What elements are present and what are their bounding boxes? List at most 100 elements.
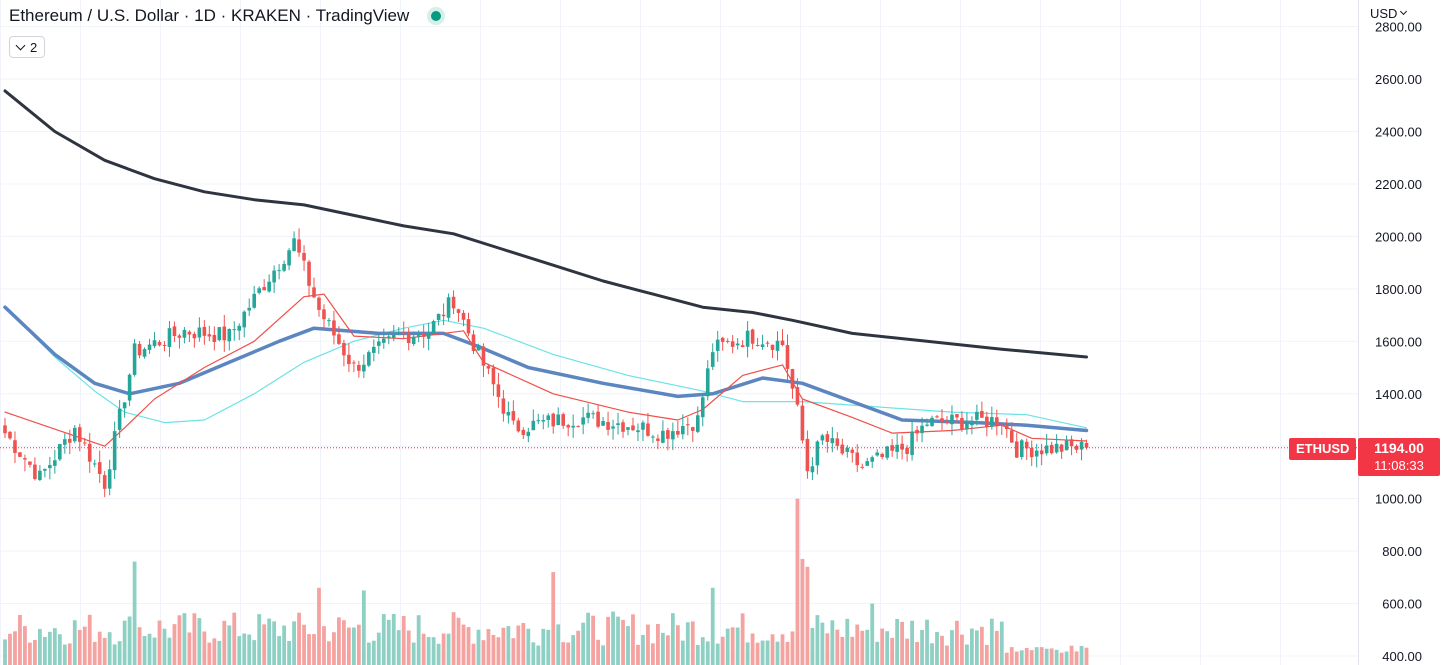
- candle: [177, 333, 182, 349]
- volume-bar: [591, 615, 596, 665]
- candle: [666, 427, 670, 451]
- candle: [491, 364, 496, 396]
- candle: [411, 331, 416, 347]
- candle: [1059, 443, 1064, 459]
- volume-bar: [476, 629, 481, 665]
- candle: [137, 341, 142, 359]
- candle: [995, 409, 999, 436]
- candle: [3, 417, 7, 438]
- candle: [506, 401, 511, 424]
- volume-bar: [506, 626, 511, 665]
- candle: [461, 310, 466, 327]
- candle: [401, 321, 406, 339]
- volume-bar: [800, 558, 805, 665]
- currency-selector[interactable]: USD: [1370, 6, 1408, 21]
- candle: [381, 328, 386, 349]
- volume-bars: [3, 498, 1089, 665]
- candle: [920, 417, 924, 443]
- volume-bar: [725, 628, 730, 665]
- candle: [710, 343, 715, 370]
- price-scale[interactable]: 2800.00 2600.00 2400.00 2200.00 2000.00 1800.…: [1375, 20, 1422, 664]
- candle: [760, 334, 765, 350]
- candle: [476, 343, 481, 351]
- volume-bar: [1014, 651, 1019, 665]
- volume-bar: [1024, 647, 1029, 665]
- candle: [681, 414, 685, 440]
- candle: [48, 456, 52, 480]
- volume-bar: [755, 642, 760, 665]
- price-tick-label: 2600.00: [1375, 72, 1422, 87]
- candle: [202, 320, 207, 345]
- volume-bar: [785, 642, 790, 665]
- candle: [686, 417, 690, 436]
- volume-bar: [42, 636, 47, 665]
- volume-bar: [421, 633, 426, 665]
- candle: [740, 340, 745, 348]
- candle: [646, 412, 650, 437]
- candle: [825, 430, 830, 453]
- candle: [865, 457, 870, 467]
- candle: [97, 450, 102, 483]
- candle: [436, 313, 441, 326]
- candle: [152, 332, 157, 349]
- volume-bar: [172, 624, 177, 665]
- candle: [656, 434, 660, 450]
- candle: [317, 296, 321, 317]
- volume-bar: [1054, 649, 1059, 665]
- candle: [501, 390, 506, 422]
- candle: [127, 373, 132, 407]
- candle: [252, 285, 256, 309]
- moving-averages: [3, 89, 1089, 447]
- candle: [67, 429, 72, 455]
- volume-bar: [501, 627, 506, 665]
- volume-bar: [287, 641, 291, 665]
- candle: [1024, 438, 1029, 461]
- candle: [117, 399, 122, 438]
- candle: [372, 339, 376, 362]
- volume-bar: [910, 620, 914, 665]
- volume-bar: [52, 628, 57, 665]
- candlesticks: [3, 228, 1089, 498]
- price-tick-label: 1400.00: [1375, 387, 1422, 402]
- last-price-label: 1194.00 11:08:33: [1358, 438, 1440, 476]
- volume-bar: [112, 644, 117, 665]
- volume-bar: [446, 633, 451, 665]
- candle: [212, 326, 217, 351]
- candle: [18, 452, 22, 458]
- volume-bar: [740, 613, 745, 665]
- candle: [257, 286, 261, 295]
- price-tick-label: 1000.00: [1375, 492, 1422, 507]
- volume-bar: [376, 632, 381, 665]
- volume-bar: [750, 633, 755, 665]
- candle: [845, 444, 850, 458]
- volume-bar: [526, 628, 531, 665]
- candle: [187, 330, 192, 343]
- volume-bar: [8, 633, 12, 665]
- candle: [307, 259, 311, 298]
- volume-bar: [212, 638, 217, 665]
- volume-bar: [636, 644, 640, 665]
- ma-long-line: [3, 89, 1088, 359]
- volume-bar: [192, 613, 197, 665]
- candle: [735, 338, 740, 350]
- volume-bar: [13, 631, 17, 665]
- volume-bar: [795, 498, 800, 665]
- volume-bar: [366, 642, 371, 665]
- candle: [606, 411, 610, 436]
- candle: [895, 433, 899, 459]
- price-tick-label: 1800.00: [1375, 282, 1422, 297]
- candle: [950, 405, 954, 436]
- price-tick-label: 600.00: [1382, 597, 1422, 612]
- candle: [860, 463, 865, 470]
- candle: [197, 317, 202, 342]
- volume-bar: [486, 629, 491, 665]
- candle: [132, 338, 137, 377]
- volume-bar: [890, 637, 895, 665]
- volume-bar: [127, 616, 132, 665]
- candle: [33, 457, 37, 481]
- volume-bar: [436, 643, 441, 665]
- indicators-toggle-button[interactable]: 2: [9, 36, 46, 58]
- volume-bar: [955, 620, 959, 665]
- volume-bar: [351, 627, 356, 665]
